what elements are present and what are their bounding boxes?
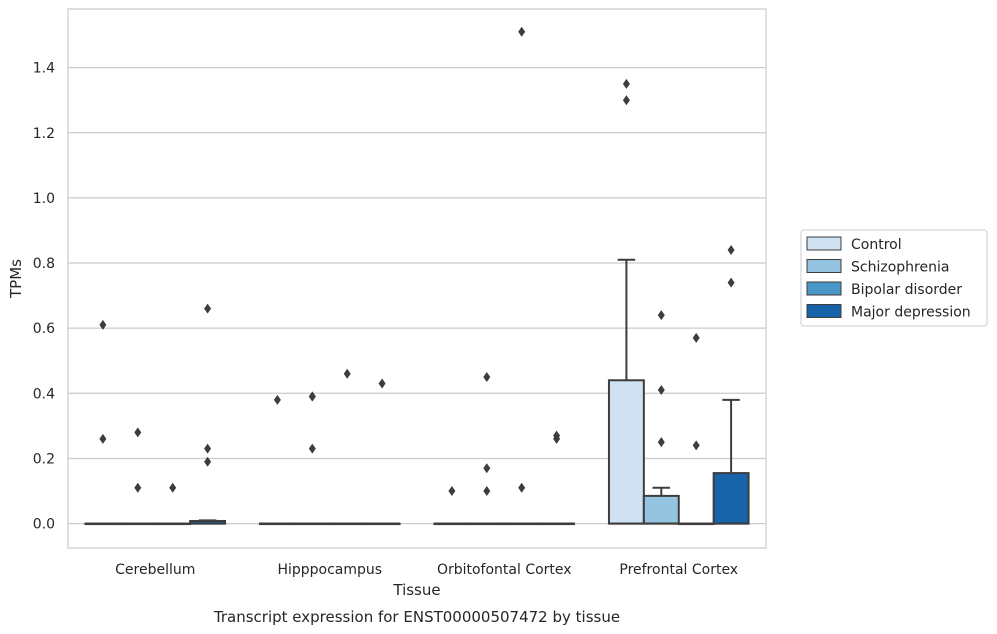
box-0-3	[189, 303, 227, 525]
plot-frame	[67, 8, 767, 549]
outlier-point	[657, 437, 665, 448]
x-axis-label: Tissue	[392, 581, 440, 599]
outlier-point	[657, 385, 665, 396]
outlier-point	[134, 482, 142, 493]
x-tick-label: Hipppocampus	[277, 562, 382, 578]
outlier-point	[204, 303, 212, 314]
chart-caption: Transcript expression for ENST0000050747…	[213, 608, 620, 626]
box-2-2	[503, 26, 541, 526]
outlier-point	[518, 26, 526, 37]
x-tick-labels: Cerebellum Hipppocampus Orbitofontal Corte…	[115, 562, 738, 578]
box-3-0	[607, 78, 645, 525]
box-2-3	[538, 430, 576, 526]
legend: Control Schizophrenia Bipolar disorder Majo…	[800, 229, 988, 327]
legend-label: Major depression	[851, 305, 971, 321]
y-tick-label: 0.6	[33, 321, 55, 337]
outlier-point	[204, 456, 212, 467]
outlier-point	[483, 463, 491, 474]
box-1-1	[293, 391, 331, 526]
legend-label: Bipolar disorder	[851, 282, 962, 298]
outlier-point	[308, 443, 316, 454]
box-3-1	[642, 310, 680, 525]
box-2-1	[468, 372, 506, 526]
outlier-point	[204, 443, 212, 454]
box-body	[642, 494, 680, 525]
outlier-point	[378, 378, 386, 389]
outlier-point	[483, 372, 491, 383]
legend-label: Schizophrenia	[851, 260, 949, 276]
legend-swatch	[806, 259, 842, 273]
box-3-3	[712, 245, 750, 525]
y-tick-label: 1.4	[33, 61, 55, 77]
x-tick-label: Orbitofontal Cortex	[437, 562, 572, 578]
box-2-0	[433, 486, 471, 526]
x-tick-label: Prefrontal Cortex	[619, 562, 738, 578]
box-0-2	[154, 482, 192, 526]
outlier-point	[692, 332, 700, 343]
outlier-point	[169, 482, 177, 493]
outlier-point	[273, 394, 281, 405]
outlier-point	[727, 245, 735, 256]
legend-frame	[800, 229, 988, 327]
box-1-3	[363, 378, 401, 526]
outlier-point	[308, 391, 316, 402]
outlier-point	[553, 433, 561, 444]
outlier-point	[134, 427, 142, 438]
outlier-point	[622, 78, 630, 89]
legend-swatch	[806, 281, 842, 296]
x-tick-label: Cerebellum	[115, 562, 195, 578]
box-1-2	[328, 368, 366, 526]
y-tick-label: 0.0	[33, 517, 55, 533]
outlier-point	[99, 433, 107, 444]
box-body	[712, 472, 750, 525]
outlier-point	[483, 486, 491, 497]
outlier-point	[343, 368, 351, 379]
y-axis-label: TPMs	[7, 259, 25, 299]
outlier-point	[622, 95, 630, 106]
y-tick-label: 0.4	[33, 386, 55, 402]
outlier-point	[727, 277, 735, 288]
outlier-point	[448, 486, 456, 497]
box-groups	[84, 26, 750, 526]
y-tick-label: 0.8	[33, 256, 55, 272]
legend-swatch	[806, 304, 842, 318]
y-tick-label: 1.0	[33, 191, 55, 207]
outlier-point	[99, 319, 107, 330]
y-tick-label: 1.2	[33, 126, 55, 142]
y-tick-labels: 0.0 0.2 0.4 0.6 0.8 1.0 1.2 1.4	[33, 61, 55, 533]
outlier-point	[692, 440, 700, 451]
box-body	[607, 379, 645, 525]
outlier-point	[657, 310, 665, 321]
legend-swatch	[806, 236, 842, 251]
y-tick-label: 0.2	[33, 451, 55, 467]
legend-label: Control	[851, 237, 902, 253]
outlier-point	[518, 482, 526, 493]
